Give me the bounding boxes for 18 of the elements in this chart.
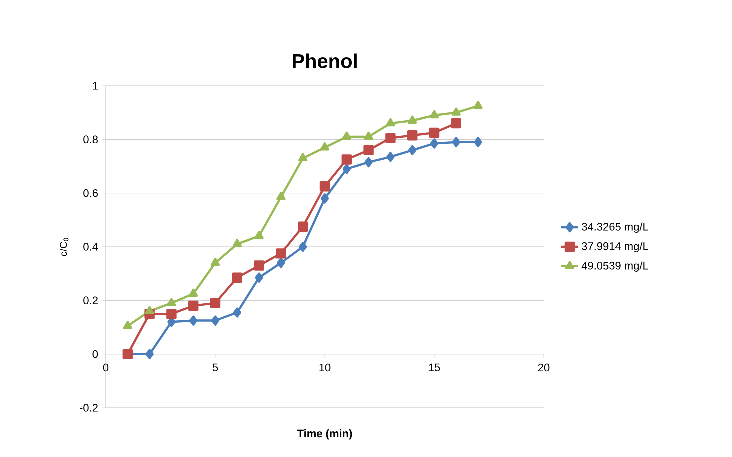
x-tick-label: 10 [320,364,331,372]
y-tick-label: 0 [92,350,98,358]
legend-label: 34.3265 mg/L [582,222,648,234]
y-axis-title: c/C$_{0}$ [60,238,69,256]
x-tick-label: 0 [103,364,109,372]
x-tick-label: 5 [212,364,218,372]
x-axis-title: Time (min) [297,430,352,440]
chart-title: Phenol [293,54,357,68]
legend-label: 49.0539 mg/L [582,262,648,272]
x-tick-label: 20 [538,364,550,372]
y-tick-label: 0.6 [84,189,98,198]
y-tick-label: 0.8 [84,136,98,144]
y-tick-label: 0.2 [84,296,98,305]
y-tick-label: 0.4 [84,243,98,251]
y-tick-label: 1 [93,82,98,90]
y-tick-label: -0.2 [80,404,98,412]
x-tick-label: 15 [429,364,440,372]
legend-label: 37.9914 mg/L [582,242,648,252]
